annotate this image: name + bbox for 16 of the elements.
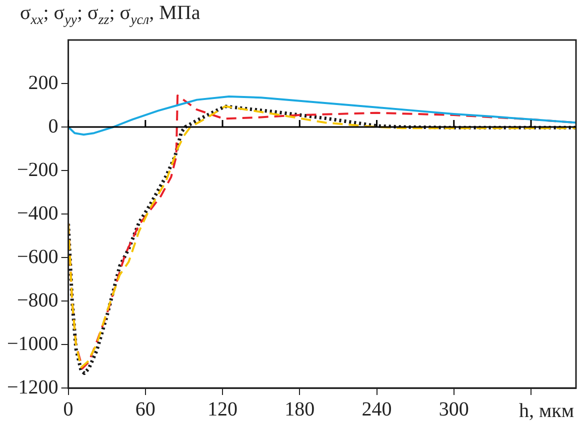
y-tick-label: −200 [17, 158, 58, 181]
x-tick-label: 180 [284, 398, 315, 420]
x-tick-label: 300 [438, 398, 469, 420]
x-tick-label: 120 [208, 398, 238, 420]
y-tick-label: −800 [17, 289, 58, 312]
y-tick-label: 0 [48, 115, 58, 138]
y-tick-label: −600 [17, 246, 58, 268]
x-axis-title: h, мкм [518, 400, 574, 423]
x-tick-label: 0 [63, 398, 74, 420]
y-tick-label: −1200 [7, 376, 58, 398]
y-tick-label: 200 [28, 72, 58, 94]
y-tick-label: −1000 [7, 332, 58, 355]
x-tick-label: 240 [362, 398, 392, 420]
y-tick-label: −400 [17, 202, 58, 224]
text: σ$_{xx}$; σ$_{yy}$; σ$_{zz}$; σ$_{усл}$, МПа [20, 2, 200, 28]
x-tick-label: 60 [135, 398, 156, 420]
